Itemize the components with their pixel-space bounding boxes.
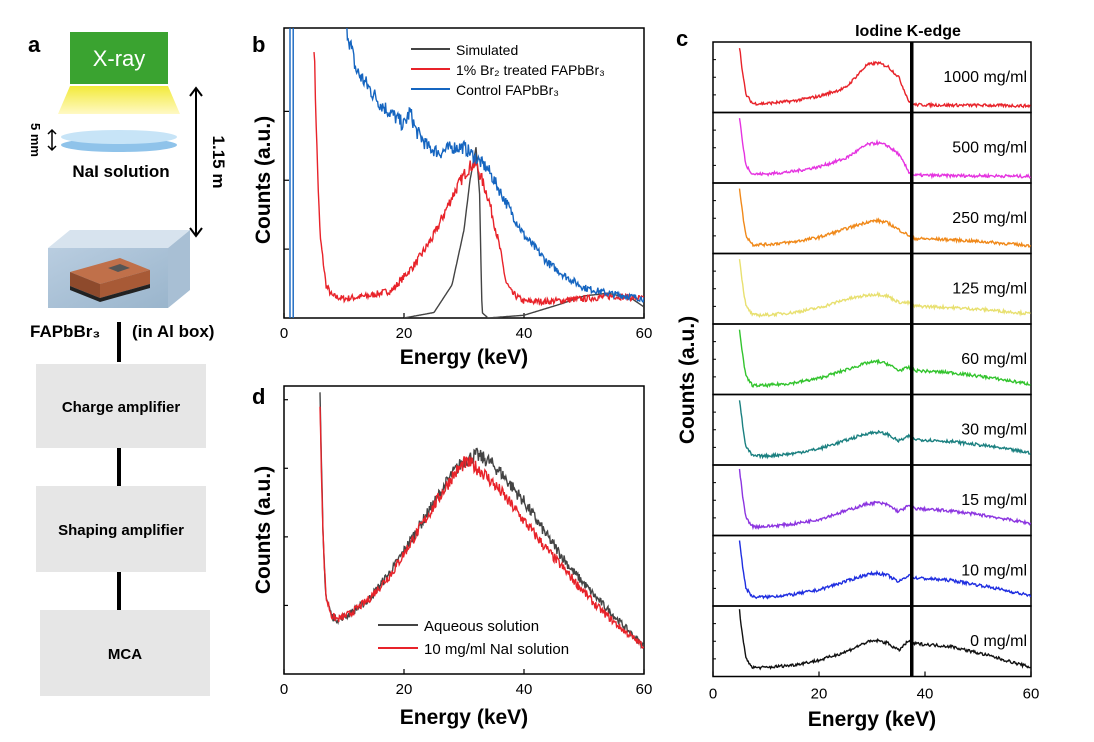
series-line	[738, 609, 1031, 671]
sample-label: FAPbBr₃	[30, 322, 100, 341]
legend: Simulated 1% Br₂ treated FAPbBr₃ Control…	[411, 42, 605, 98]
legend-item: Aqueous solution	[424, 618, 539, 635]
plot-frame	[283, 27, 645, 319]
series-line	[346, 28, 644, 303]
xray-label: X-ray	[93, 46, 146, 71]
plot-frame	[283, 385, 645, 675]
electrode	[108, 264, 130, 272]
panel-a: a X-ray 5 mm NaI solution 1.15 m FAPbBr₃…	[28, 32, 228, 696]
legend-item: Control FAPbBr₃	[456, 82, 559, 98]
solution-label: NaI solution	[72, 162, 169, 181]
x-tick-label: 0	[280, 681, 288, 698]
shaping-amplifier-box	[36, 486, 206, 572]
x-tick-label: 20	[811, 686, 828, 703]
y-axis-label: Counts (a.u.)	[252, 466, 275, 594]
legend-item: 1% Br₂ treated FAPbBr₃	[456, 62, 605, 78]
legend: Aqueous solution 10 mg/ml NaI solution	[378, 618, 569, 658]
concentration-label: 250 mg/ml	[952, 210, 1027, 227]
legend-item: 10 mg/ml NaI solution	[424, 641, 569, 658]
crystal-left	[70, 272, 100, 298]
panel-d-label: d	[252, 384, 265, 409]
concentration-label: 15 mg/ml	[961, 492, 1027, 509]
al-box-top	[48, 230, 190, 248]
concentration-label: 125 mg/ml	[952, 281, 1027, 298]
series-line	[738, 540, 1032, 600]
panel-c: c Iodine K-edge Counts (a.u.) Energy (ke…	[676, 23, 1039, 731]
series-line	[313, 52, 644, 307]
xray-source	[70, 32, 168, 84]
x-tick-label: 40	[917, 686, 934, 703]
mca-label: MCA	[108, 646, 142, 663]
crystal-base	[70, 284, 150, 302]
thickness-arrow-icon	[47, 128, 57, 152]
x-axis-label: Energy (keV)	[400, 706, 528, 729]
xray-beam	[58, 86, 180, 114]
series-line	[319, 406, 644, 649]
concentration-label: 60 mg/ml	[961, 351, 1027, 368]
series-line	[289, 28, 294, 318]
mca-box	[40, 610, 210, 696]
x-tick-label: 60	[636, 681, 653, 698]
solution-disk	[61, 130, 177, 144]
charge-amplifier-label: Charge amplifier	[62, 399, 181, 416]
panel-d: d Counts (a.u.) Energy (keV) 0 20 40 60 Aqu…	[252, 384, 652, 729]
x-axis-label: Energy (keV)	[808, 708, 936, 731]
x-axis-label: Energy (keV)	[400, 346, 528, 369]
box-label: (in Al box)	[132, 322, 214, 341]
concentration-label: 30 mg/ml	[961, 422, 1027, 439]
x-tick-label: 20	[396, 325, 413, 342]
charge-amplifier-box	[36, 364, 206, 448]
concentration-label: 1000 mg/ml	[943, 69, 1027, 86]
x-tick-label: 60	[636, 325, 653, 342]
crystal-top	[70, 258, 150, 284]
x-tick-label: 20	[396, 681, 413, 698]
crystal-right	[100, 270, 150, 298]
series-line	[738, 329, 1031, 389]
x-tick-label: 40	[516, 325, 533, 342]
series-line	[738, 400, 1031, 460]
thickness-label: 5 mm	[28, 123, 43, 157]
series-line	[738, 47, 1031, 109]
y-axis-label: Counts (a.u.)	[676, 316, 699, 444]
panel-a-label: a	[28, 32, 41, 57]
series-line	[738, 259, 1031, 319]
concentration-label: 10 mg/ml	[961, 563, 1027, 580]
series-line	[319, 392, 644, 650]
concentration-label: 500 mg/ml	[952, 140, 1027, 157]
x-tick-label: 40	[516, 681, 533, 698]
y-axis-label: Counts (a.u.)	[252, 116, 275, 244]
panel-b: b Counts (a.u.) Energy (keV) 0 20 40 60 Sim…	[252, 27, 653, 369]
series-line	[738, 468, 1032, 531]
chart-title: Iodine K-edge	[855, 23, 961, 40]
concentration-label: 0 mg/ml	[970, 633, 1027, 650]
panel-c-label: c	[676, 26, 688, 51]
distance-arrow-icon	[189, 86, 203, 238]
shaping-amplifier-label: Shaping amplifier	[58, 522, 184, 539]
panel-b-label: b	[252, 32, 265, 57]
x-tick-label: 0	[280, 325, 288, 342]
series-line	[738, 188, 1032, 248]
x-tick-label: 60	[1023, 686, 1040, 703]
x-tick-label: 0	[709, 686, 717, 703]
distance-label: 1.15 m	[209, 136, 228, 189]
al-box-side	[168, 230, 190, 308]
legend-item: Simulated	[456, 42, 518, 58]
series-line	[738, 117, 1032, 180]
